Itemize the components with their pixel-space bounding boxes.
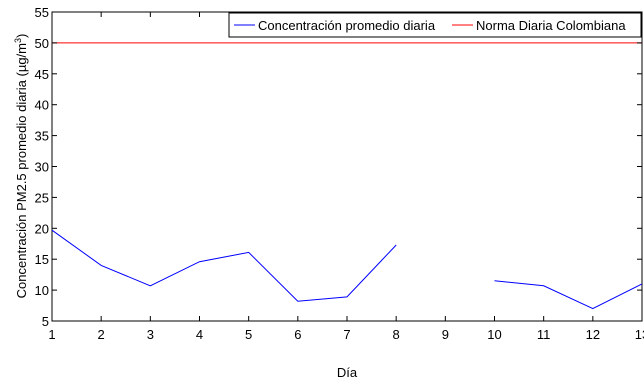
y-tick-label-30: 30 [35, 160, 49, 175]
y-tick-label-25: 25 [35, 190, 49, 205]
x-tick-label-9: 9 [442, 327, 449, 342]
x-tick-label-10: 10 [487, 327, 501, 342]
x-tick-label-8: 8 [393, 327, 400, 342]
y-tick-label-15: 15 [35, 252, 49, 267]
x-axis-title: Día [337, 365, 358, 380]
y-tick-label-45: 45 [35, 67, 49, 82]
y-tick-label-50: 50 [35, 36, 49, 51]
legend-label-norm: Norma Diaria Colombiana [476, 18, 626, 33]
y-axis-title-main: Concentración PM2.5 promedio diaria (µg/… [14, 43, 29, 298]
legend-box [228, 12, 642, 38]
x-tick-label-13: 13 [635, 327, 644, 342]
x-tick-label-1: 1 [48, 327, 55, 342]
y-axis-ticks: 5 10 15 20 25 30 35 40 45 50 55 [35, 5, 642, 329]
x-tick-label-2: 2 [98, 327, 105, 342]
y-tick-label-35: 35 [35, 129, 49, 144]
y-tick-label-55: 55 [35, 5, 49, 20]
y-tick-label-10: 10 [35, 283, 49, 298]
plot-area [51, 11, 643, 322]
y-axis-title-superscript: 3 [13, 38, 23, 43]
x-tick-label-11: 11 [537, 327, 551, 342]
legend: Concentración promedio diaria Norma Diar… [228, 12, 642, 38]
y-tick-label-5: 5 [42, 314, 49, 329]
x-tick-label-12: 12 [586, 327, 600, 342]
x-tick-label-7: 7 [343, 327, 350, 342]
x-tick-label-4: 4 [196, 327, 203, 342]
y-axis-title: Concentración PM2.5 promedio diaria (µg/… [13, 34, 29, 299]
series-line-concentration-segment-1 [51, 229, 397, 302]
y-axis-title-close: ) [14, 34, 29, 38]
y-tick-label-40: 40 [35, 98, 49, 113]
series-line-concentration-segment-2 [494, 280, 643, 310]
y-tick-label-20: 20 [35, 221, 49, 236]
x-tick-label-5: 5 [245, 327, 252, 342]
x-tick-label-3: 3 [147, 327, 154, 342]
x-tick-label-6: 6 [294, 327, 301, 342]
series-layer [51, 229, 643, 310]
legend-label-concentration: Concentración promedio diaria [258, 18, 436, 33]
